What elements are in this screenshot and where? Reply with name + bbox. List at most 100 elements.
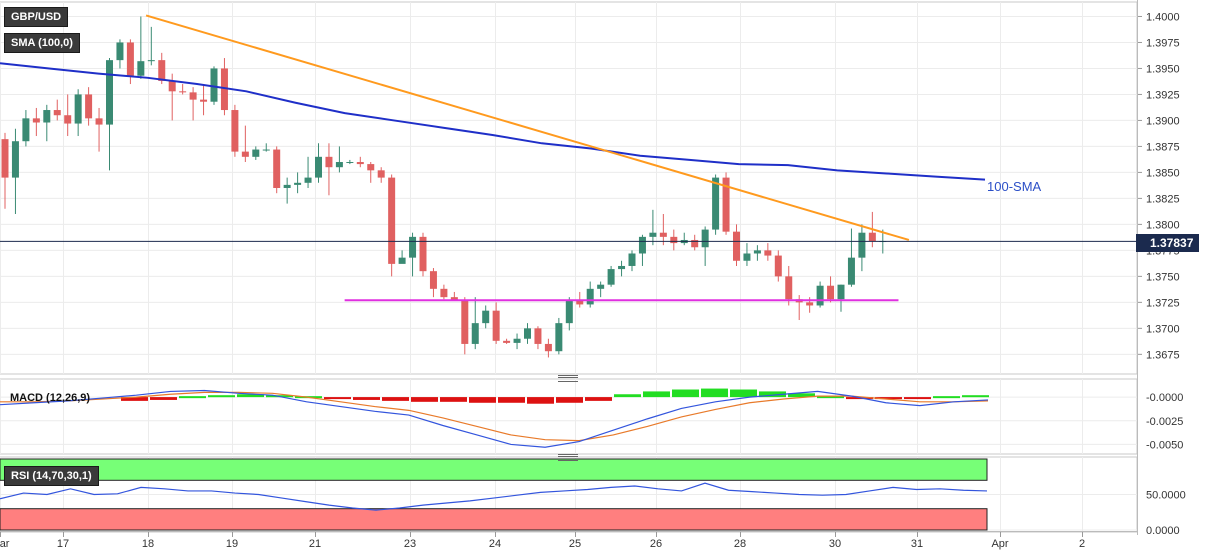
macd-histogram-bar — [121, 397, 148, 401]
candle-body — [659, 232, 667, 237]
sma-indicator-label: SMA (100,0) — [4, 33, 80, 53]
candle-body — [503, 340, 511, 343]
rsi-tick-label: 50.0000 — [1146, 490, 1186, 502]
panel-resize-handle-rsi[interactable] — [558, 454, 578, 461]
rsi-tick-label: 0.0000 — [1146, 525, 1180, 537]
macd-histogram-bar — [237, 394, 264, 398]
candle-body — [628, 253, 636, 266]
candle-body — [733, 231, 740, 261]
candle-body — [691, 239, 699, 248]
resistance-trendline — [145, 14, 910, 241]
candle-body — [22, 118, 30, 142]
candle-body — [785, 276, 793, 300]
candle-body — [534, 328, 542, 344]
price-tick-label: 1.3950 — [1146, 63, 1180, 75]
macd-histogram-bar — [730, 389, 757, 398]
price-tick-label: 1.3700 — [1146, 323, 1180, 335]
x-tick-label: 26 — [650, 538, 662, 550]
candle-body — [231, 110, 239, 152]
candle-body — [858, 232, 866, 258]
candle-body — [440, 288, 448, 298]
macd-histogram-bar — [962, 395, 989, 398]
candle-body — [74, 94, 82, 124]
macd-histogram-bar — [701, 388, 728, 398]
price-tick-label: 1.3900 — [1146, 115, 1180, 127]
candle-body — [492, 310, 500, 341]
candle-body — [262, 149, 270, 151]
candle-body — [126, 42, 134, 76]
macd-histogram-bar — [875, 397, 902, 400]
candle-body — [64, 115, 72, 124]
candle-body — [85, 94, 93, 119]
rsi-line — [0, 482, 988, 511]
candle-body — [774, 255, 782, 277]
candle-body — [816, 285, 824, 306]
candle-body — [315, 156, 322, 178]
macd-histogram-bar — [672, 389, 699, 398]
candle-body — [429, 271, 437, 289]
x-tick-label: 31 — [911, 538, 923, 550]
symbol-label: GBP/USD — [4, 7, 69, 27]
x-tick-label: 28 — [734, 538, 746, 550]
candle-body — [868, 232, 876, 242]
macd-histogram-bar — [469, 397, 496, 403]
candle-body — [450, 297, 458, 301]
x-tick-label: 24 — [489, 538, 501, 550]
candle-body — [722, 177, 730, 232]
candle-body — [106, 60, 113, 125]
candle-body — [513, 338, 521, 343]
candle-body — [325, 156, 333, 168]
candle-body — [461, 300, 469, 344]
candle-body — [367, 164, 375, 171]
candle-body — [471, 323, 479, 344]
macd-histogram-bar — [411, 397, 438, 402]
macd-histogram-bar — [643, 391, 670, 398]
macd-histogram-bar — [759, 391, 786, 398]
candle-body — [53, 110, 61, 116]
candle-body — [419, 236, 427, 272]
candle-body — [168, 80, 176, 92]
rsi-oversold-zone — [0, 508, 988, 531]
candle-body — [837, 284, 845, 300]
sma-100-line — [0, 62, 986, 181]
candle-body — [806, 302, 814, 306]
price-tick-label: 1.3925 — [1146, 89, 1180, 101]
candle-body — [398, 257, 406, 264]
candle-body — [847, 257, 855, 285]
x-tick-label: 23 — [404, 538, 416, 550]
candle-body — [576, 300, 584, 305]
candle-body — [701, 229, 709, 248]
candle-body — [524, 328, 531, 339]
candle-body — [827, 285, 835, 300]
macd-indicator-label: MACD (12,26,9) — [10, 392, 91, 404]
candle-body — [356, 162, 364, 165]
candle-body — [252, 149, 260, 157]
price-tick-label: 1.3850 — [1146, 167, 1180, 179]
candle-body — [753, 250, 761, 254]
sma-annotation: 100-SMA — [987, 179, 1042, 194]
candle-body — [273, 149, 281, 188]
candle-body — [346, 162, 354, 164]
macd-line — [0, 389, 989, 448]
price-tick-label: 1.3725 — [1146, 297, 1180, 309]
candle-body — [220, 68, 228, 111]
candle-body — [544, 343, 552, 352]
macd-histogram-bar — [179, 396, 206, 399]
macd-histogram-bar — [324, 397, 351, 400]
macd-histogram-bar — [498, 397, 525, 403]
candle-body — [294, 182, 302, 185]
last-price-tag: 1.37837 — [1136, 234, 1200, 252]
candle-body — [200, 99, 208, 102]
candle-body — [388, 177, 396, 264]
macd-histogram-bar — [933, 396, 960, 399]
candle-body — [11, 141, 19, 178]
candle-body — [638, 236, 646, 254]
candle-body — [712, 177, 720, 230]
panel-resize-handle-macd[interactable] — [558, 375, 578, 382]
candle-body — [649, 232, 657, 237]
candle-body — [607, 269, 615, 285]
x-tick-label: Mar — [0, 538, 10, 550]
macd-histogram-bar — [817, 396, 844, 399]
candle-body — [147, 60, 155, 62]
